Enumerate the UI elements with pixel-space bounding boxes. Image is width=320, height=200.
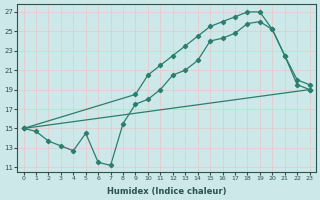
X-axis label: Humidex (Indice chaleur): Humidex (Indice chaleur) [107, 187, 226, 196]
